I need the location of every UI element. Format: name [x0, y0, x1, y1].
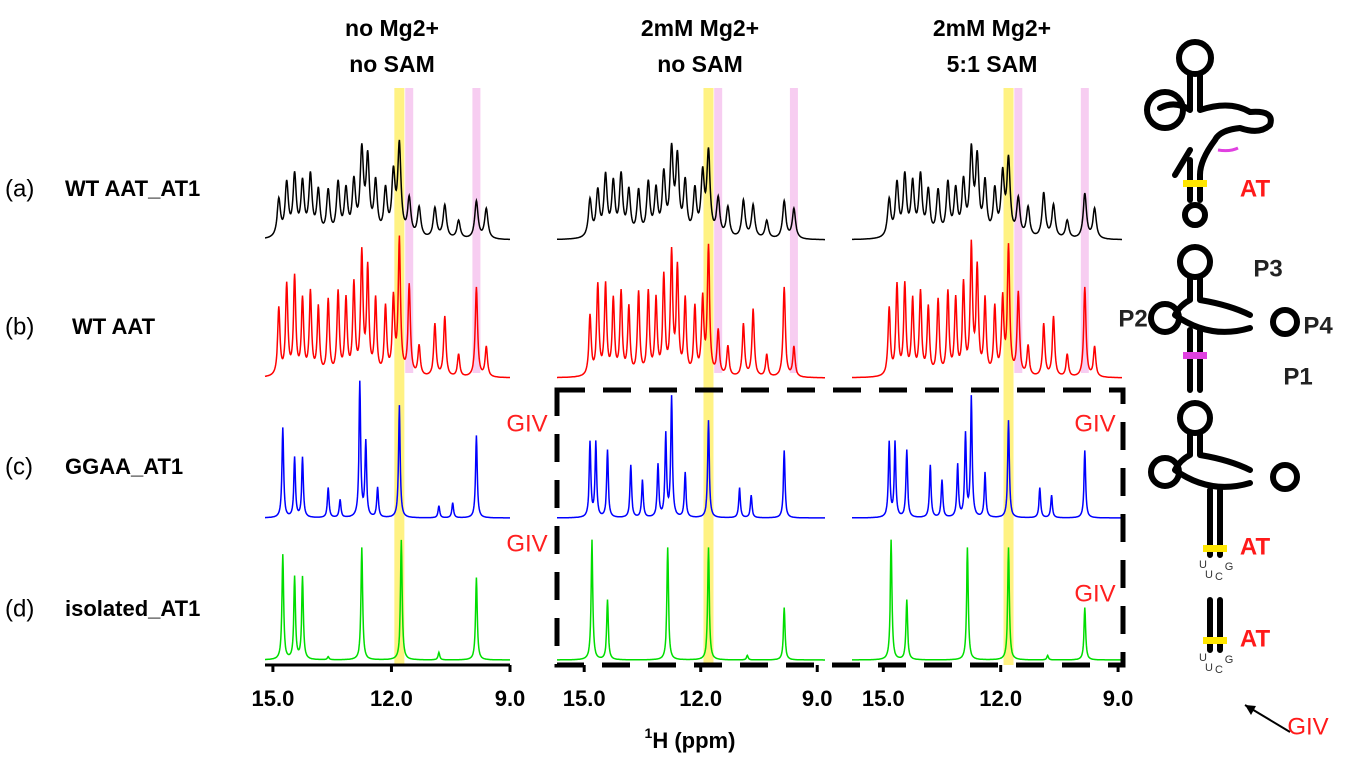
spectrum [852, 239, 1122, 379]
panel-title: no SAM [349, 51, 435, 77]
loop-letter: U [1205, 569, 1213, 581]
annotation: GIV [506, 530, 547, 557]
loop-letter: G [1225, 561, 1234, 573]
annotation: GIV [1074, 580, 1115, 607]
loop-letter: U [1199, 652, 1207, 664]
spectrum [557, 539, 825, 661]
row-tag: (d) [5, 595, 34, 622]
row-name: WT AAT [72, 314, 156, 339]
highlight-band [394, 88, 405, 665]
x-tick-label: 12.0 [679, 686, 722, 711]
panel-title: no Mg2+ [345, 15, 439, 41]
schematic-label: AT [1240, 625, 1271, 652]
highlight-band [1003, 88, 1014, 665]
spectrum [265, 380, 510, 519]
schematic-label: P4 [1303, 312, 1333, 339]
schematic-label: P2 [1118, 305, 1147, 332]
loop-letter: U [1205, 662, 1213, 674]
row-name: WT AAT_AT1 [65, 176, 200, 201]
x-axis-label: 1H (ppm) [645, 725, 736, 753]
spectrum [852, 539, 1122, 661]
x-tick-label: 9.0 [1103, 686, 1134, 711]
spectrum [264, 235, 510, 379]
loop-letter: U [1199, 559, 1207, 571]
spectrum [852, 395, 1122, 519]
loop-letter: G [1225, 654, 1234, 666]
highlight-band [472, 88, 481, 373]
spectrum [557, 142, 825, 241]
panel-title: 2mM Mg2+ [641, 15, 759, 41]
annotation: GIV [506, 410, 547, 437]
plots [264, 139, 1122, 672]
x-tick-label: 9.0 [802, 686, 833, 711]
panel-title: 5:1 SAM [947, 51, 1038, 77]
annotation: GIV [1074, 410, 1115, 437]
spectrum [557, 243, 825, 379]
schematic-label: GIV [1287, 713, 1328, 740]
schematic-label: P3 [1253, 255, 1282, 282]
row-name: GGAA_AT1 [65, 454, 183, 479]
schematic-label: P1 [1283, 363, 1312, 390]
row-tag: (c) [5, 453, 33, 480]
row-tag: (a) [5, 175, 34, 202]
loop-letter: C [1215, 664, 1223, 676]
schematic-label: AT [1240, 175, 1271, 202]
spectrum [852, 143, 1122, 241]
loop-letter: C [1215, 571, 1223, 583]
spectrum [265, 139, 510, 241]
x-label-text: H (ppm) [652, 728, 735, 753]
highlight-band [703, 88, 714, 665]
highlight-band [789, 88, 798, 373]
x-tick-label: 15.0 [563, 686, 606, 711]
row-tag: (b) [5, 313, 34, 340]
highlight-band [1014, 88, 1023, 373]
x-tick-label: 9.0 [495, 686, 526, 711]
highlight-band [714, 88, 723, 373]
bands [394, 88, 1089, 665]
x-tick-label: 15.0 [251, 686, 294, 711]
panel-title: 2mM Mg2+ [933, 15, 1051, 41]
dashed-box [554, 387, 1126, 668]
x-label-sup: 1 [645, 725, 653, 741]
schematic-label: AT [1240, 533, 1271, 560]
spectrum [265, 539, 510, 661]
row-name: isolated_AT1 [65, 596, 200, 621]
panel-title: no SAM [657, 51, 743, 77]
x-tick-label: 12.0 [979, 686, 1022, 711]
x-tick-label: 15.0 [862, 686, 905, 711]
x-tick-label: 12.0 [370, 686, 413, 711]
highlight-band [405, 88, 414, 373]
highlight-band [1080, 88, 1089, 373]
spectrum [557, 395, 825, 519]
